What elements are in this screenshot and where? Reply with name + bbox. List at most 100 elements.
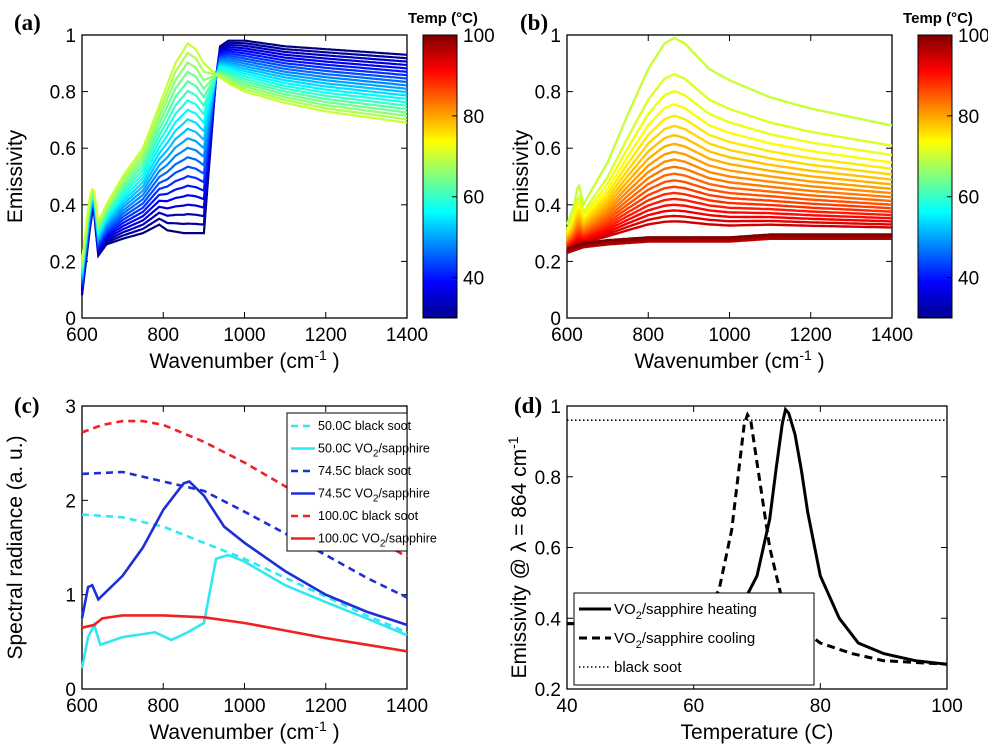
panel-a-y-axis-label: Emissivity — [4, 129, 27, 223]
panel-c-series-line-2 — [81, 470, 408, 599]
panel-c-xtick-label-0: 600 — [66, 696, 98, 717]
panel-b-curve-11 — [566, 172, 893, 245]
panel-b-curve-1 — [565, 73, 893, 231]
panel-c-label: (c) — [14, 393, 40, 418]
panel-c-legend-label-5: 100.0C VO2/sapphire — [318, 532, 437, 550]
panel-b-x-axis-label: Wavenumber (cm-1 ) — [634, 347, 824, 373]
panel-c-x-axis-label: Wavenumber (cm-1 ) — [149, 718, 339, 744]
panel-b-curve-7 — [566, 142, 893, 240]
panel-b-ytick-label-5: 1 — [550, 26, 561, 47]
panel-c-legend-box — [286, 412, 408, 552]
panel-a-curve-12 — [80, 63, 408, 276]
panel-d-xtick-label-1: 60 — [683, 696, 704, 717]
panel-b-xtick-label-3: 1200 — [790, 325, 832, 346]
panel-c-legend-label-4: 100.0C black soot — [318, 509, 419, 523]
panel-b-curve-4 — [565, 114, 893, 236]
panel-b-curve-6 — [565, 134, 893, 239]
panel-a-colorbar-tick-label-2: 80 — [463, 107, 484, 128]
panel-d-ytick-label-2: 0.6 — [535, 539, 561, 560]
panel-b-curve-19 — [566, 220, 893, 252]
panel-c-legend-label-3: 74.5C VO2/sapphire — [318, 487, 430, 505]
panel-c: 600 800 1000 1200 1400 0 1 2 3 Wavenumber (cm-1 )… — [4, 393, 437, 744]
panel-a-ytick-label-1: 0.2 — [50, 252, 76, 273]
panel-a-xtick-label-2: 1000 — [223, 325, 265, 346]
panel-a: 600 800 1000 1200 1400 0 0.2 0.4 0.6 0.8 1 Wavenumb… — [4, 10, 495, 373]
panel-a-curve-1 — [80, 41, 408, 294]
panel-d-xtick-label-0: 40 — [556, 696, 577, 717]
panel-b-curve-14 — [566, 191, 893, 247]
panel-a-curve-7 — [80, 54, 408, 284]
panel-d-legend-label-1: VO2/sapphire cooling — [614, 630, 755, 651]
panel-a-curve-18 — [80, 61, 408, 265]
panel-b-curve-18 — [566, 214, 893, 251]
panel-b-y-axis-label: Emissivity — [510, 129, 533, 223]
panel-b-colorbar-title: Temp (°C) — [903, 10, 973, 27]
panel-c-xtick-label-4: 1400 — [386, 696, 428, 717]
panel-d-xtick-label-2: 80 — [810, 696, 831, 717]
panel-d-ytick-label-0: 0.2 — [535, 680, 561, 701]
panel-b-curve-23 — [566, 233, 892, 250]
panel-a-label: (a) — [14, 10, 41, 35]
panel-b-ytick-label-2: 0.4 — [535, 196, 562, 217]
panel-d-series-line-1 — [567, 411, 948, 666]
panel-a-curve-11 — [80, 62, 408, 277]
panel-c-ytick-label-0: 0 — [65, 680, 76, 701]
panel-c-series-line-5 — [81, 614, 408, 653]
panel-a-curve-13 — [80, 65, 408, 274]
panel-a-curve-15 — [80, 68, 408, 271]
panel-a-curve-9 — [80, 58, 408, 281]
panel-a-curve-6 — [80, 52, 408, 286]
panel-c-legend-label-1: 50.0C VO2/sapphire — [318, 442, 430, 460]
panel-c-y-axis-label: Spectral radiance (a. u.) — [4, 435, 27, 659]
panel-a-xtick-label-0: 600 — [66, 325, 98, 346]
panel-b-label: (b) — [520, 10, 548, 35]
panel-b-curve-10 — [566, 165, 893, 244]
panel-d-ytick-label-3: 0.8 — [535, 468, 561, 489]
panel-b-colorbar-tick-label-1: 60 — [958, 188, 979, 209]
panel-b-curve-15 — [566, 197, 892, 248]
panel-c-xtick-label-2: 1000 — [223, 696, 265, 717]
panel-b-curve-21 — [566, 236, 892, 253]
panel-a-curve-0 — [80, 39, 408, 296]
panel-b-ytick-label-1: 0.2 — [535, 252, 561, 273]
panel-a-colorbar-tick-label-3: 100 — [463, 26, 495, 47]
panel-b-xtick-label-4: 1400 — [871, 325, 913, 346]
panel-b: 600 800 1000 1200 1400 0 0.2 0.4 0.6 0.8 1 Wavenumb… — [510, 10, 988, 373]
panel-a-ytick-label-5: 1 — [65, 26, 76, 47]
panel-b-curve-22 — [566, 234, 892, 252]
panel-a-colorbar — [422, 34, 458, 319]
panel-d-xtick-label-3: 100 — [931, 696, 963, 717]
panel-a-xtick-label-4: 1400 — [386, 325, 428, 346]
panel-b-curve-0 — [565, 36, 893, 226]
panel-d-legend-box — [573, 592, 815, 686]
panel-d-legend-label-0: VO2/sapphire heating — [614, 601, 757, 622]
panel-d-label: (d) — [514, 393, 542, 418]
panel-a-ytick-label-0: 0 — [65, 309, 76, 330]
panel-a-ytick-label-2: 0.4 — [50, 196, 77, 217]
panel-b-colorbar-tick-label-0: 40 — [958, 269, 979, 290]
panel-d-ytick-label-4: 1 — [550, 397, 561, 418]
panel-b-curve-12 — [566, 179, 893, 246]
panel-b-curve-2 — [565, 89, 893, 233]
panel-a-curve-4 — [80, 47, 408, 289]
panel-b-ytick-label-0: 0 — [550, 309, 561, 330]
panel-d-ytick-label-1: 0.4 — [535, 609, 562, 630]
panel-c-legend-label-0: 50.0C black soot — [318, 419, 412, 433]
panel-b-curve-16 — [566, 203, 893, 249]
panel-a-curve-5 — [80, 50, 408, 288]
panel-c-series-line-0 — [81, 513, 408, 634]
panel-c-ytick-label-1: 1 — [65, 586, 76, 607]
panel-b-xtick-label-2: 1000 — [708, 325, 750, 346]
panel-c-legend-label-2: 74.5C black soot — [318, 464, 412, 478]
panel-a-ytick-label-3: 0.6 — [50, 139, 76, 160]
panel-c-ytick-label-2: 2 — [65, 491, 76, 512]
panel-b-xtick-label-0: 600 — [551, 325, 583, 346]
panel-b-curve-9 — [566, 158, 893, 243]
panel-d-y-axis-label: Emissivity @ λ = 864 cm-1 — [505, 436, 531, 678]
panel-c-series-line-3 — [80, 480, 408, 627]
panel-b-curve-13 — [566, 185, 893, 247]
panel-b-ytick-label-3: 0.6 — [535, 139, 561, 160]
panel-d: 40 60 80 100 0.2 0.4 0.6 0.8 1 Temperature (C) Emi… — [505, 393, 963, 744]
panel-c-ytick-label-3: 3 — [65, 397, 76, 418]
